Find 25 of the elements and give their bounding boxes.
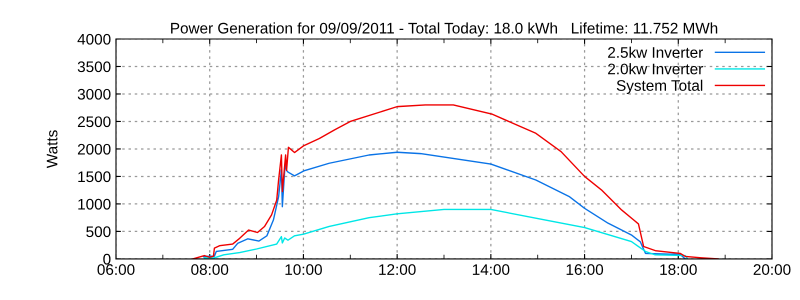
y-tick-label: 1500 — [78, 171, 111, 182]
y-tick-label: 3000 — [78, 88, 111, 100]
y-tick-label: 4000 — [78, 34, 111, 45]
x-tick-label: 08:00 — [191, 264, 228, 275]
y-axis-title: Watts — [46, 130, 58, 168]
y-tick-label: 500 — [86, 226, 111, 238]
y-tick-label: 2000 — [78, 144, 111, 155]
y-tick-label: 0 — [103, 254, 111, 265]
legend-label: System Total — [616, 80, 702, 94]
line-series — [202, 152, 686, 259]
line-series — [204, 208, 688, 259]
chart-title: Power Generation for 09/09/2011 - Total Today: 18.0 kWh Lifetime: 11.752 MWh — [171, 22, 718, 37]
x-tick-label: 16:00 — [566, 264, 604, 275]
x-tick-label: 18:00 — [660, 264, 697, 275]
x-tick-label: 06:00 — [97, 264, 135, 275]
legend-label: 2.5kw Inverter — [608, 46, 704, 58]
line-series — [192, 104, 719, 259]
y-tick-label: 3500 — [78, 61, 111, 72]
x-tick-label: 14:00 — [472, 264, 510, 275]
y-tick-label: 1000 — [78, 198, 111, 210]
x-tick-label: 12:00 — [379, 264, 416, 275]
x-tick-label: 20:00 — [754, 264, 791, 275]
y-tick-label: 2500 — [78, 116, 111, 128]
legend-label: 2.0kw Inverter — [608, 63, 704, 74]
x-tick-label: 10:00 — [285, 264, 322, 275]
